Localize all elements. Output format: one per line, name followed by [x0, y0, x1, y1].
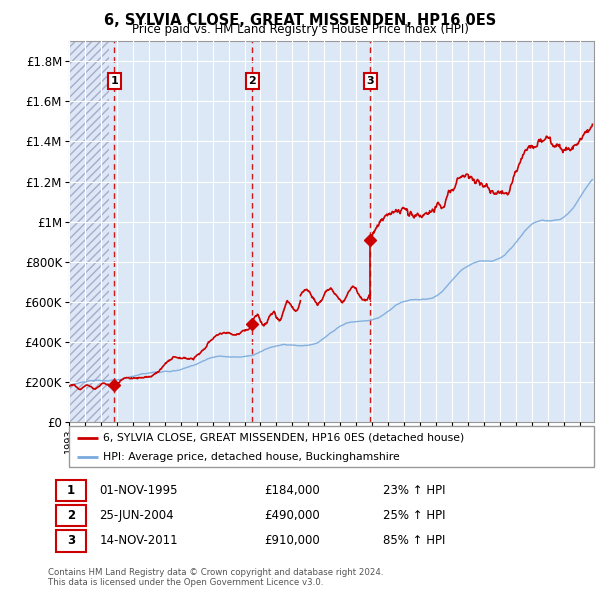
Text: £490,000: £490,000: [264, 509, 320, 522]
Text: 25% ↑ HPI: 25% ↑ HPI: [383, 509, 445, 522]
Text: 6, SYLVIA CLOSE, GREAT MISSENDEN, HP16 0ES: 6, SYLVIA CLOSE, GREAT MISSENDEN, HP16 0…: [104, 12, 496, 28]
Text: HPI: Average price, detached house, Buckinghamshire: HPI: Average price, detached house, Buck…: [103, 452, 400, 462]
Text: 23% ↑ HPI: 23% ↑ HPI: [383, 484, 445, 497]
Bar: [69, 41, 109, 422]
FancyBboxPatch shape: [56, 505, 86, 526]
Text: 2: 2: [67, 509, 75, 522]
FancyBboxPatch shape: [56, 480, 86, 501]
FancyBboxPatch shape: [56, 530, 86, 552]
Text: 85% ↑ HPI: 85% ↑ HPI: [383, 535, 445, 548]
Text: 3: 3: [367, 76, 374, 86]
Text: 14-NOV-2011: 14-NOV-2011: [100, 535, 178, 548]
Text: Price paid vs. HM Land Registry's House Price Index (HPI): Price paid vs. HM Land Registry's House …: [131, 23, 469, 36]
Text: 25-JUN-2004: 25-JUN-2004: [100, 509, 174, 522]
Text: 2: 2: [248, 76, 256, 86]
Text: 1: 1: [67, 484, 75, 497]
Text: 01-NOV-1995: 01-NOV-1995: [100, 484, 178, 497]
Text: Contains HM Land Registry data © Crown copyright and database right 2024.
This d: Contains HM Land Registry data © Crown c…: [48, 568, 383, 587]
Text: 1: 1: [110, 76, 118, 86]
Text: £910,000: £910,000: [264, 535, 320, 548]
Text: £184,000: £184,000: [264, 484, 320, 497]
Text: 6, SYLVIA CLOSE, GREAT MISSENDEN, HP16 0ES (detached house): 6, SYLVIA CLOSE, GREAT MISSENDEN, HP16 0…: [103, 432, 464, 442]
Text: 3: 3: [67, 535, 75, 548]
FancyBboxPatch shape: [69, 426, 594, 467]
